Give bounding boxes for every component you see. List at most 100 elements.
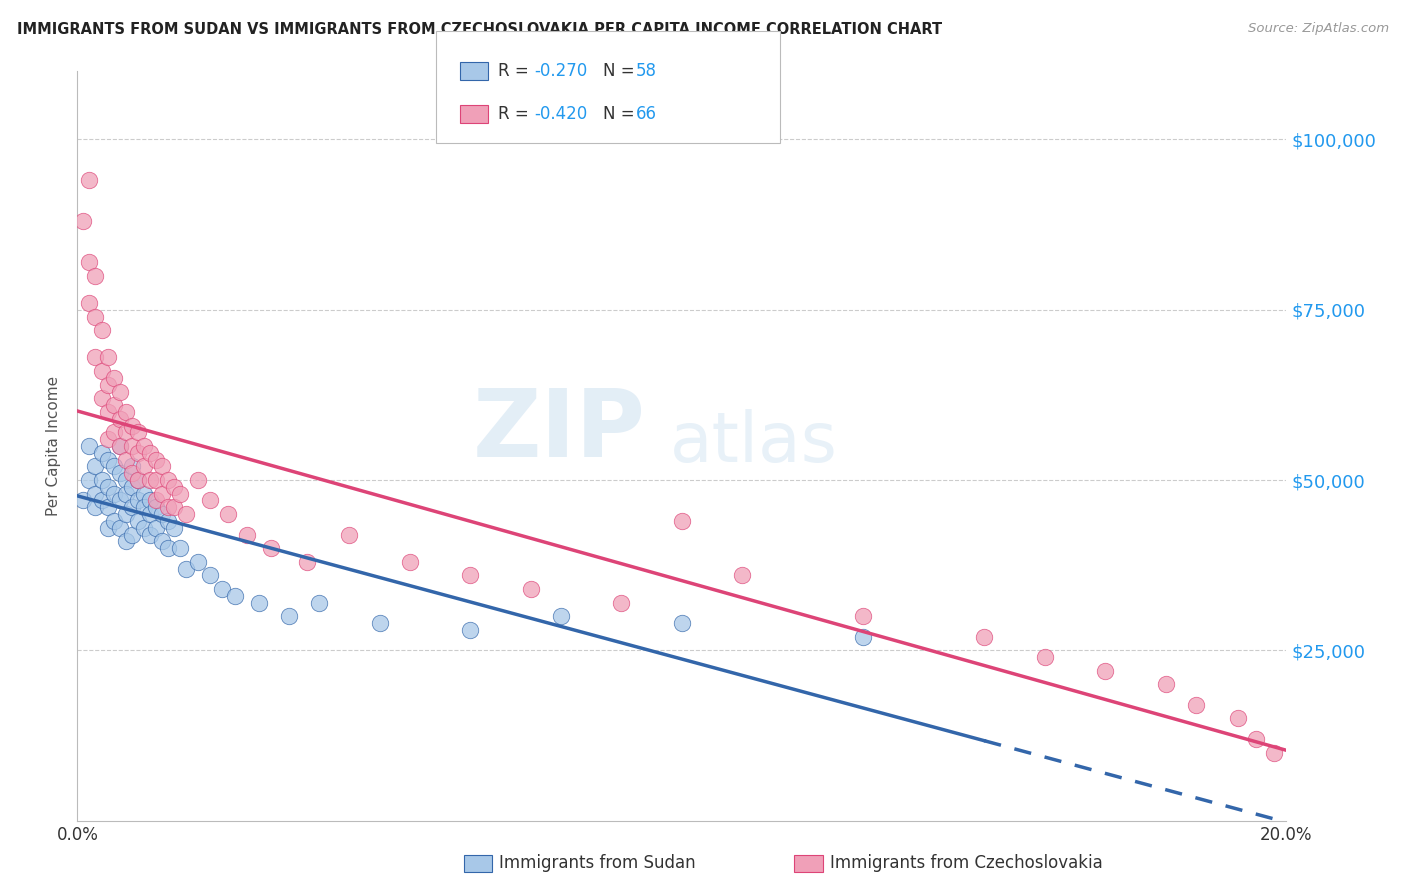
Point [108,439,131,453]
Point [1184,698,1206,712]
Point [1154,677,1177,691]
Point [121,418,143,433]
Text: N =: N = [603,62,640,80]
Point [200,493,222,508]
Point [278,609,301,624]
Point [247,596,270,610]
Point [90,493,112,508]
Point [108,411,131,425]
Point [114,507,136,521]
Point [114,473,136,487]
Point [108,384,131,399]
Point [163,480,186,494]
Point [103,459,125,474]
Point [96,405,118,419]
Point [84,268,107,283]
Point [108,493,131,508]
Y-axis label: Per Capita Income: Per Capita Income [46,376,62,516]
Point [150,507,173,521]
Point [127,514,149,528]
Point [550,609,572,624]
Point [169,486,191,500]
Point [163,521,186,535]
Text: N =: N = [603,105,640,123]
Point [852,630,875,644]
Point [157,541,180,556]
Point [458,623,481,637]
Point [114,425,136,440]
Point [79,255,101,269]
Point [145,521,167,535]
Point [121,480,143,494]
Point [973,630,995,644]
Point [96,377,118,392]
Point [79,473,101,487]
Text: IMMIGRANTS FROM SUDAN VS IMMIGRANTS FROM CZECHOSLOVAKIA PER CAPITA INCOME CORREL: IMMIGRANTS FROM SUDAN VS IMMIGRANTS FROM… [17,22,942,37]
Point [139,446,162,460]
Point [368,616,391,631]
Text: 58: 58 [636,62,657,80]
Point [671,514,693,528]
Point [84,310,107,324]
Point [108,467,131,481]
Point [1033,650,1056,665]
Point [127,473,149,487]
Point [121,500,143,515]
Point [114,486,136,500]
Point [90,446,112,460]
Point [1246,731,1268,746]
Point [121,527,143,541]
Point [127,493,149,508]
Point [90,392,112,406]
Point [127,473,149,487]
Point [132,486,155,500]
Point [96,452,118,467]
Point [132,521,155,535]
Text: 66: 66 [636,105,657,123]
Text: -0.420: -0.420 [534,105,588,123]
Point [103,425,125,440]
Point [520,582,543,596]
Text: Immigrants from Czechoslovakia: Immigrants from Czechoslovakia [830,855,1102,872]
Text: Source: ZipAtlas.com: Source: ZipAtlas.com [1249,22,1389,36]
Point [103,514,125,528]
Point [157,514,180,528]
Text: -0.270: -0.270 [534,62,588,80]
Point [145,473,167,487]
Point [114,534,136,549]
Point [295,555,318,569]
Point [103,398,125,412]
Point [139,473,162,487]
Point [90,364,112,378]
Point [96,500,118,515]
Point [308,596,330,610]
Point [96,432,118,446]
Point [90,323,112,337]
Point [127,446,149,460]
Point [121,459,143,474]
Point [224,589,246,603]
Text: R =: R = [498,105,534,123]
Point [84,459,107,474]
Point [150,534,173,549]
Point [458,568,481,582]
Point [157,500,180,515]
Point [114,452,136,467]
Point [139,493,162,508]
Point [96,480,118,494]
Point [610,596,633,610]
Point [163,500,186,515]
Point [84,351,107,365]
Point [132,500,155,515]
Point [96,351,118,365]
Point [108,521,131,535]
Point [79,296,101,310]
Point [1094,664,1116,678]
Text: Immigrants from Sudan: Immigrants from Sudan [499,855,696,872]
Point [1263,746,1285,760]
Point [139,527,162,541]
Point [145,493,167,508]
Text: atlas: atlas [669,409,838,475]
Text: ZIP: ZIP [472,385,645,477]
Point [169,541,191,556]
